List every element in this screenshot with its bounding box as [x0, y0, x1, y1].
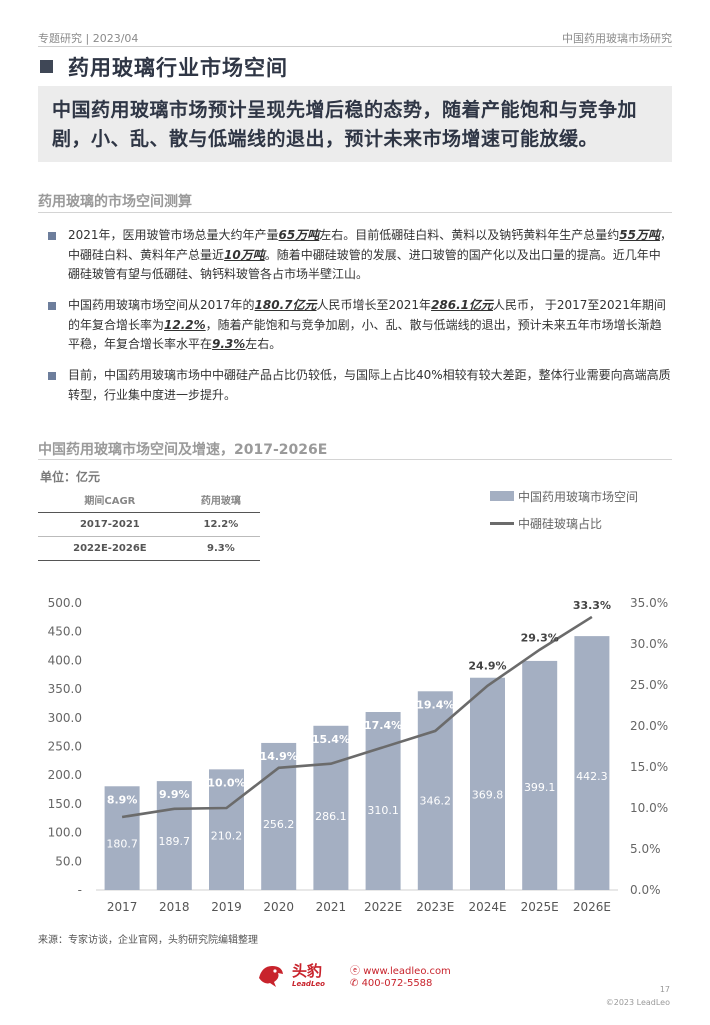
- bar: [261, 742, 297, 890]
- bar: [104, 786, 140, 890]
- cagr-value: 9.3%: [181, 536, 260, 561]
- bar: [156, 781, 192, 890]
- bar-value-label: 346.2: [420, 795, 452, 808]
- cagr-value: 12.2%: [181, 511, 260, 537]
- header-right: 中国药用玻璃市场研究: [562, 32, 672, 45]
- bullet-1: 2021年，医用玻管市场总量大约年产量65万吨左右。目前低硼硅白料、黄料以及钠钙…: [48, 226, 672, 285]
- line-value-label: 9.9%: [159, 788, 190, 801]
- cagr-header-period: 期间CAGR: [84, 496, 136, 508]
- bullet-square-icon: [48, 232, 56, 240]
- bar-value-label: 286.1: [315, 810, 347, 823]
- bar: [470, 677, 505, 890]
- bar: [574, 636, 610, 890]
- bar: [417, 691, 453, 890]
- bar: [522, 660, 558, 890]
- bar-value-label: 256.2: [263, 818, 295, 831]
- line-value-label: 8.9%: [107, 793, 138, 806]
- x-axis-tick-label: 2025E: [521, 900, 559, 914]
- ratio-line: [121, 615, 593, 819]
- right-axis-tick-label: 35.0%: [630, 596, 668, 610]
- header-divider: [38, 46, 672, 47]
- left-axis-tick-label: 200.0: [48, 768, 82, 782]
- legend-line-swatch: [490, 522, 514, 525]
- left-axis-tick-label: 300.0: [48, 711, 82, 725]
- line-value-label: 10.0%: [207, 776, 245, 789]
- phone-number: ✆ 400-072-5588: [350, 978, 433, 989]
- bullet-square-icon: [48, 372, 56, 380]
- right-axis-tick-label: 10.0%: [630, 801, 668, 815]
- header-left: 专题研究 | 2023/04: [38, 32, 139, 45]
- bar-value-label: 369.8: [472, 788, 504, 801]
- x-axis-tick-label: 2026E: [573, 900, 611, 914]
- legend-line-label: 中硼硅玻璃占比: [518, 517, 603, 531]
- summary-box: 中国药用玻璃市场预计呈现先增后稳的态势，随着产能饱和与竞争加剧，小、乱、散与低端…: [38, 86, 672, 162]
- cagr-period: 2022E-2026E: [38, 536, 182, 561]
- globe-icon: ⓔ: [350, 966, 364, 977]
- left-axis-tick-label: 500.0: [48, 596, 82, 610]
- website-link[interactable]: ⓔ www.leadleo.com: [350, 966, 451, 977]
- page-title: 药用玻璃行业市场空间: [68, 56, 288, 80]
- right-axis-tick-label: 30.0%: [630, 637, 668, 651]
- x-axis-tick-label: 2022E: [364, 900, 402, 914]
- right-axis-tick-label: 0.0%: [630, 883, 661, 897]
- bar-value-label: 189.7: [159, 835, 191, 848]
- x-axis-tick-label: 2018: [159, 900, 190, 914]
- brand-en: LeadLeo: [292, 980, 325, 988]
- left-axis-tick-label: 150.0: [48, 797, 82, 811]
- cagr-table: 期间CAGR 药用玻璃 2017-2021 12.2% 2022E-2026E …: [38, 488, 260, 561]
- left-axis-tick-label: 350.0: [48, 682, 82, 696]
- right-axis-tick-label: 5.0%: [630, 842, 661, 856]
- phone-icon: ✆: [350, 978, 362, 989]
- bar-value-label: 180.7: [106, 837, 138, 850]
- x-axis-tick-label: 2021: [316, 900, 347, 914]
- bar-value-label: 210.2: [211, 830, 243, 843]
- line-value-label: 33.3%: [573, 599, 611, 612]
- x-axis-tick-label: 2024E: [468, 900, 506, 914]
- bar-value-label: 399.1: [524, 781, 556, 794]
- right-axis-tick-label: 25.0%: [630, 678, 668, 692]
- x-axis-tick-label: 2019: [211, 900, 242, 914]
- bullet-2: 中国药用玻璃市场空间从2017年的180.7亿元人民币增长至2021年286.1…: [48, 296, 672, 355]
- x-axis-tick-label: 2020: [263, 900, 294, 914]
- line-value-label: 24.9%: [468, 660, 506, 673]
- source-note: 来源：专家访谈，企业官网，头豹研究院编辑整理: [38, 935, 258, 946]
- x-axis-tick-label: 2017: [107, 900, 138, 914]
- bullet-3: 目前，中国药用玻璃市场中中硼硅产品占比仍较低，与国际上占比40%相较有较大差距，…: [48, 366, 672, 405]
- left-axis-tick-label: 100.0: [48, 826, 82, 840]
- left-axis-tick-label: 450.0: [48, 625, 82, 639]
- line-value-label: 17.4%: [364, 719, 402, 732]
- brand-cn: 头豹: [292, 962, 323, 980]
- unit-label: 单位：亿元: [40, 470, 101, 484]
- line-value-label: 19.4%: [416, 698, 454, 711]
- cagr-period: 2017-2021: [38, 511, 182, 537]
- left-axis-tick-label: 400.0: [48, 653, 82, 667]
- line-value-label: 15.4%: [312, 733, 350, 746]
- bar-value-label: 310.1: [367, 804, 399, 817]
- bar: [313, 725, 349, 890]
- chart-title: 中国药用玻璃市场空间及增速，2017-2026E: [38, 442, 328, 458]
- market-chart: 500.0 450.0 400.0 350.0 300.0 250.0 200.0 150.0…: [48, 596, 668, 914]
- leadleo-logo-icon: [259, 966, 283, 987]
- bar-value-label: 442.3: [576, 770, 608, 783]
- copyright: ©2023 LeadLeo: [605, 998, 670, 1007]
- left-axis-tick-label: -: [78, 883, 82, 897]
- right-axis-tick-label: 15.0%: [630, 760, 668, 774]
- title-square-icon: [40, 60, 53, 73]
- chart-divider: [38, 459, 672, 460]
- line-value-label: 14.9%: [260, 750, 298, 763]
- x-axis-tick-label: 2023E: [416, 900, 454, 914]
- bar: [365, 712, 401, 890]
- bar: [209, 769, 244, 890]
- legend-bar-label: 中国药用玻璃市场空间: [518, 490, 639, 504]
- section-title: 药用玻璃的市场空间测算: [38, 194, 192, 210]
- bullet-square-icon: [48, 302, 56, 310]
- page-number: 17: [659, 985, 670, 994]
- cagr-header-value: 药用玻璃: [200, 496, 241, 508]
- left-axis-tick-label: 50.0: [55, 854, 82, 868]
- right-axis-tick-label: 20.0%: [630, 719, 668, 733]
- legend-bar-swatch: [490, 491, 514, 501]
- left-axis-tick-label: 250.0: [48, 740, 82, 754]
- line-value-label: 29.3%: [521, 632, 559, 645]
- section-divider: [38, 212, 672, 213]
